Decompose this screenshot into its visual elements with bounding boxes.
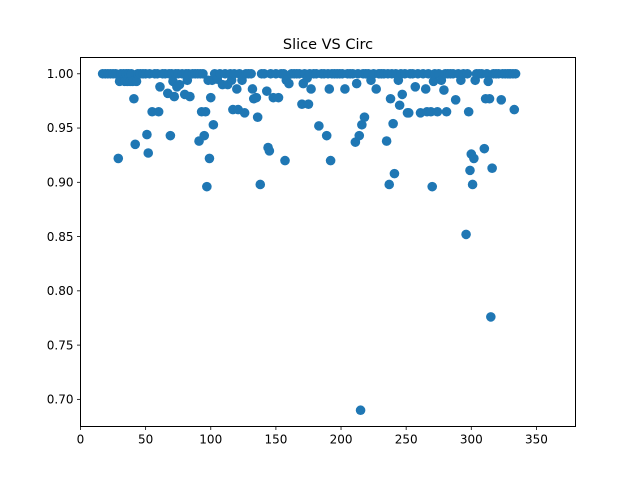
- data-point-156: [394, 100, 405, 111]
- chart-title: Slice VS Circ: [283, 37, 373, 53]
- data-point-87: [255, 179, 266, 190]
- y-tick-label: 0.85: [47, 230, 74, 244]
- data-point-75: [232, 84, 242, 94]
- data-point-184: [450, 95, 461, 105]
- data-point-17: [129, 93, 139, 104]
- y-tick-label: 0.70: [47, 393, 74, 407]
- data-points: [97, 68, 521, 416]
- data-point-83: [247, 84, 258, 94]
- data-point-49: [185, 91, 195, 102]
- data-point-204: [486, 312, 496, 322]
- x-tick-label: 250: [395, 433, 418, 447]
- data-point-99: [280, 155, 290, 166]
- data-point-121: [325, 155, 336, 166]
- x-tick-label: 50: [138, 433, 153, 447]
- x-tick-label: 150: [264, 433, 287, 447]
- y-tick-label: 0.95: [47, 121, 74, 135]
- data-point-86: [252, 112, 263, 122]
- data-point-58: [200, 106, 211, 117]
- data-point-153: [389, 168, 400, 179]
- data-point-36: [165, 130, 176, 141]
- data-point-150: [385, 93, 396, 104]
- data-point-61: [204, 153, 215, 164]
- data-point-138: [359, 112, 370, 122]
- data-point-205: [487, 163, 497, 173]
- plot-frame: [80, 57, 576, 427]
- data-point-24: [142, 129, 152, 140]
- data-point-64: [208, 119, 219, 130]
- data-point-96: [273, 92, 284, 103]
- data-point-6: [113, 153, 124, 164]
- data-point-194: [469, 153, 479, 164]
- data-point-188: [461, 229, 471, 240]
- data-point-115: [314, 121, 324, 131]
- data-point-132: [351, 78, 362, 89]
- data-point-19: [131, 76, 142, 87]
- data-point-79: [239, 108, 250, 118]
- data-point-110: [303, 99, 314, 109]
- y-tick-label: 0.75: [47, 338, 74, 352]
- data-point-136: [357, 119, 367, 130]
- data-point-25: [143, 148, 154, 158]
- data-point-203: [484, 93, 495, 104]
- data-point-173: [428, 76, 439, 87]
- data-point-56: [198, 68, 208, 79]
- data-point-43: [174, 79, 185, 90]
- y-tick-label: 1.00: [47, 67, 74, 81]
- data-point-30: [153, 106, 164, 117]
- data-point-149: [384, 179, 395, 190]
- data-point-135: [355, 405, 366, 416]
- y-tick-label: 0.90: [47, 176, 74, 190]
- data-point-127: [340, 84, 350, 94]
- data-point-168: [420, 84, 431, 94]
- data-point-164: [410, 82, 421, 92]
- data-point-101: [284, 78, 294, 89]
- data-point-147: [381, 136, 392, 146]
- x-tick-label: 200: [330, 433, 353, 447]
- data-point-172: [427, 181, 438, 192]
- x-axis: 0 50 100 150 200 250 300 350: [77, 426, 548, 447]
- data-point-90: [261, 86, 272, 96]
- data-point-199: [479, 143, 490, 154]
- x-tick-label: 0: [77, 433, 85, 447]
- data-point-85: [251, 92, 262, 103]
- data-point-39: [169, 91, 180, 102]
- data-point-202: [483, 76, 494, 87]
- y-tick-label: 0.80: [47, 284, 74, 298]
- data-point-152: [388, 118, 398, 129]
- data-point-193: [467, 179, 478, 190]
- data-point-62: [205, 92, 216, 103]
- data-point-134: [354, 130, 365, 141]
- x-tick-label: 350: [525, 433, 548, 447]
- x-tick-label: 300: [460, 433, 483, 447]
- data-point-120: [324, 84, 335, 94]
- data-point-143: [371, 84, 382, 94]
- data-point-112: [306, 84, 316, 94]
- data-point-92: [264, 146, 275, 156]
- data-point-215: [509, 104, 520, 115]
- data-point-191: [465, 165, 475, 176]
- data-point-209: [496, 95, 507, 105]
- data-point-180: [441, 106, 452, 117]
- y-axis: 0.70 0.75 0.80 0.85 0.90 0.95 1.00: [47, 67, 81, 407]
- data-point-57: [199, 130, 210, 141]
- data-point-31: [155, 82, 165, 92]
- data-point-175: [432, 106, 443, 117]
- x-tick-label: 100: [199, 433, 222, 447]
- data-point-158: [397, 89, 408, 100]
- data-point-190: [463, 106, 474, 117]
- data-point-216: [510, 68, 521, 79]
- data-point-161: [403, 108, 414, 118]
- data-point-118: [321, 130, 332, 141]
- data-point-18: [130, 139, 141, 150]
- data-point-59: [202, 181, 212, 192]
- data-point-82: [246, 68, 256, 79]
- data-point-178: [439, 85, 449, 95]
- data-point-189: [462, 68, 473, 79]
